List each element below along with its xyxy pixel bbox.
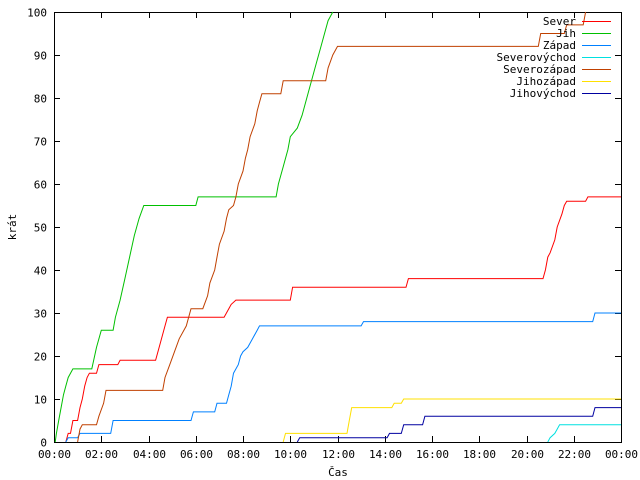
series-line-4 <box>77 11 587 443</box>
series-line-0 <box>65 196 621 443</box>
series-line-1 <box>54 11 334 443</box>
y-axis-title: krát <box>6 214 19 241</box>
legend: SeverJihZápadSeverovýchodSeverozápadJiho… <box>497 15 611 100</box>
x-tick-label: 22:00 <box>558 448 591 461</box>
series-line-6 <box>296 407 621 443</box>
x-tick-label: 18:00 <box>463 448 496 461</box>
y-tick-label: 50 <box>34 222 47 235</box>
x-tick-label: 12:00 <box>322 448 355 461</box>
x-tick-label: 10:00 <box>274 448 307 461</box>
legend-label-2: Západ <box>543 39 576 52</box>
y-tick-label: 10 <box>34 394 47 407</box>
legend-label-6: Jihovýchod <box>510 87 576 100</box>
legend-label-5: Jihozápad <box>516 75 576 88</box>
x-tick-label: 08:00 <box>227 448 260 461</box>
x-tick-label: 06:00 <box>180 448 213 461</box>
legend-label-0: Sever <box>543 15 576 28</box>
y-tick-label: 90 <box>34 50 47 63</box>
series-line-2 <box>65 312 621 443</box>
y-tick-label: 100 <box>27 7 47 20</box>
y-tick-label: 20 <box>34 351 47 364</box>
y-tick-label: 80 <box>34 93 47 106</box>
legend-label-4: Severozápad <box>503 63 576 76</box>
y-tick-label: 0 <box>40 437 47 450</box>
series-group <box>54 11 621 443</box>
x-tick-label: 16:00 <box>416 448 449 461</box>
x-tick-label: 20:00 <box>511 448 544 461</box>
y-tick-label: 60 <box>34 179 47 192</box>
series-line-5 <box>282 398 621 443</box>
legend-label-1: Jih <box>556 27 576 40</box>
x-tick-label: 00:00 <box>605 448 638 461</box>
x-tick-label: 04:00 <box>133 448 166 461</box>
series-line-3 <box>547 424 621 443</box>
x-tick-label: 02:00 <box>85 448 118 461</box>
x-tick-label: 00:00 <box>38 448 71 461</box>
x-axis: 00:00 02:00 04:00 06:00 08:00 10:00 12:00 14:00… <box>38 12 638 461</box>
legend-label-3: Severovýchod <box>497 51 576 64</box>
y-axis: 0 10 20 30 40 50 60 70 80 90 100 <box>27 7 621 450</box>
y-tick-label: 40 <box>34 265 47 278</box>
y-tick-label: 30 <box>34 308 47 321</box>
x-tick-label: 14:00 <box>369 448 402 461</box>
x-axis-title: Čas <box>328 466 348 479</box>
y-tick-label: 70 <box>34 136 47 149</box>
